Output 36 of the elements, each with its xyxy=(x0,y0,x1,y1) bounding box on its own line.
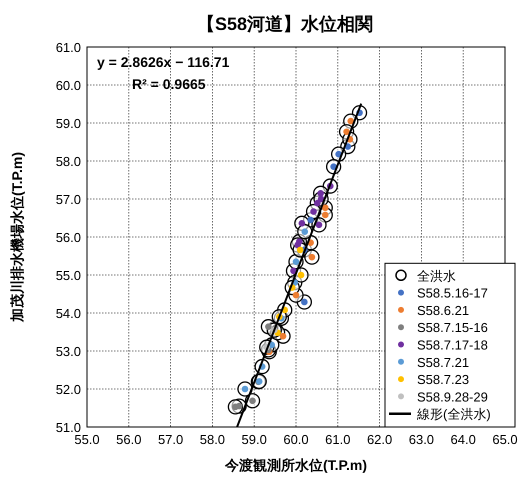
x-tick-label: 62.0 xyxy=(366,432,392,447)
x-tick-label: 55.0 xyxy=(74,432,100,447)
y-tick-label: 52.0 xyxy=(56,382,81,397)
y-tick-label: 54.0 xyxy=(56,306,81,321)
legend-label: S58.7.15-16 xyxy=(417,320,488,336)
legend-label: 線形(全洪水) xyxy=(416,406,491,422)
x-tick-label: 56.0 xyxy=(116,432,142,447)
legend-label: S58.7.23 xyxy=(417,372,470,388)
x-tick-label: 60.0 xyxy=(283,432,309,447)
y-tick-label: 60.0 xyxy=(56,78,81,93)
legend-label: S58.9.28-29 xyxy=(417,389,488,404)
legend-label: S58.5.16-17 xyxy=(417,286,488,301)
legend-label: S58.7.21 xyxy=(417,354,470,370)
x-tick-label: 65.0 xyxy=(492,432,518,447)
y-tick-label: 56.0 xyxy=(56,230,81,245)
y-tick-label: 57.0 xyxy=(56,192,81,207)
x-axis-title: 今渡観測所水位(T.P.m) xyxy=(224,457,368,473)
y-axis-title: 加茂川排水機場水位(T.P.m) xyxy=(9,152,25,324)
y-tick-label: 61.0 xyxy=(56,40,81,55)
legend-label: S58.7.17-18 xyxy=(417,338,488,352)
y-tick-label: 53.0 xyxy=(56,344,81,359)
y-tick-label: 58.0 xyxy=(56,154,81,169)
y-tick-label: 51.0 xyxy=(56,420,81,435)
x-tick-label: 59.0 xyxy=(242,432,267,447)
x-tick-label: 64.0 xyxy=(450,432,476,447)
x-tick-label: 57.0 xyxy=(158,432,184,447)
annotation: y = 2.8626x − 116.71 xyxy=(97,54,230,70)
chart-title: 【S58河道】水位相関 xyxy=(196,14,374,34)
legend-label: S58.6.21 xyxy=(417,302,470,318)
y-tick-label: 55.0 xyxy=(56,268,81,283)
x-tick-label: 63.0 xyxy=(408,432,434,447)
annotation: R² = 0.9665 xyxy=(132,76,206,92)
y-tick-label: 59.0 xyxy=(56,116,81,131)
legend-label: 全洪水 xyxy=(417,268,456,284)
x-tick-label: 58.0 xyxy=(200,432,226,447)
x-tick-label: 61.0 xyxy=(325,432,350,447)
